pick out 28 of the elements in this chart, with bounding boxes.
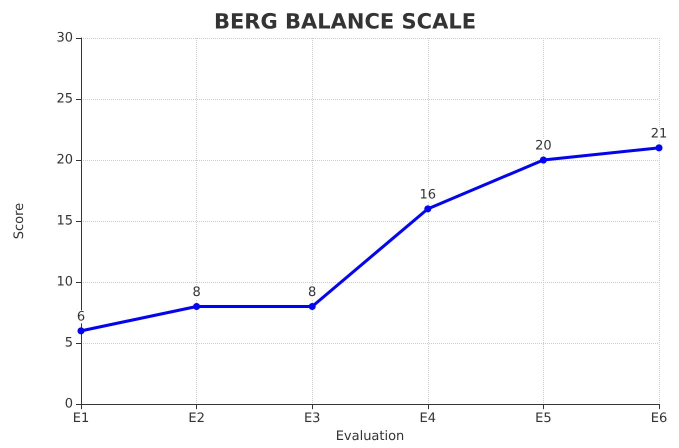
y-tick-label: 15 [56,214,73,229]
point [656,144,662,152]
x-tick-label: E6 [650,411,668,426]
point [193,302,200,310]
point [540,156,547,164]
point [308,302,316,310]
point [78,327,84,334]
x-tick-label: E1 [72,411,90,426]
x-tick-label: E3 [304,411,320,426]
data-label: 6 [76,309,86,324]
x-tick-label: E5 [535,411,552,426]
y-tick-label: 0 [64,396,73,412]
chart-title: BERG BALANCE SCALE [214,10,476,34]
x-tick-label: E4 [420,411,436,426]
y-tick-label: 10 [56,274,73,290]
data-label: 20 [535,138,552,154]
x-tick-label: E2 [188,411,205,426]
y-tick-label: 30 [56,30,73,46]
y-tick-label: 25 [56,92,73,107]
data-label: 8 [308,284,316,300]
x-axis-title: Evaluation [336,429,404,444]
y-tick-label: 5 [64,336,73,351]
data-label: 8 [192,284,201,300]
point [424,205,432,212]
data-label: 16 [420,187,436,202]
y-axis-title: Score [12,202,27,240]
y-tick-label: 20 [56,152,73,168]
data-label: 21 [650,126,668,142]
